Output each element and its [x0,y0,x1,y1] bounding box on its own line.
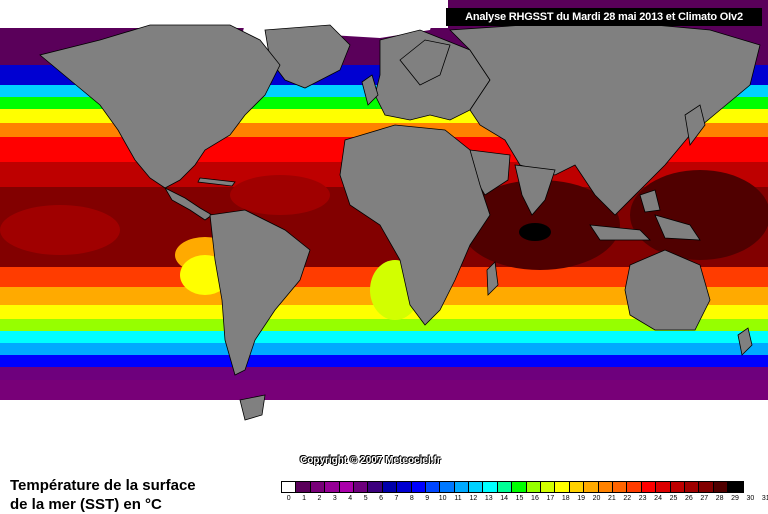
scale-label: 25 [669,495,678,502]
scale-label: 22 [623,495,632,502]
scale-label: 18 [561,495,570,502]
scale-swatch [526,482,542,492]
scale-swatch [353,482,369,492]
scale-swatch [483,482,498,492]
scale-swatch [339,482,354,492]
scale-swatch [382,482,398,492]
scale-label: 29 [731,495,739,502]
scale-swatch [454,482,470,492]
scale-swatch [584,482,599,492]
scale-swatch [598,482,613,492]
legend-title: Température de la surface de la mer (SST… [10,476,196,514]
scale-label: 16 [531,495,539,502]
map-title: Analyse RHGSST du Mardi 28 mai 2013 et C… [446,8,762,26]
color-scale-labels: 0 1 2 3 4 5 6 7 8 9 10 11 12 13 14 15 16 17 18 19 20 21 22 23 24… [281,495,768,502]
scale-swatch [469,482,484,492]
scale-label: 31 [761,495,768,502]
scale-swatch [670,482,685,492]
scale-label: 0 [286,495,291,502]
scale-label: 19 [577,495,586,502]
scale-label: 30 [746,495,755,502]
scale-label: 10 [438,495,447,502]
scale-swatch [713,482,729,492]
scale-swatch [627,482,642,492]
scale-swatch [282,482,297,492]
legend-title-line1: Température de la surface [10,477,196,494]
scale-label: 13 [484,495,493,502]
scale-swatch [641,482,657,492]
scale-label: 3 [332,495,337,502]
scale-label: 14 [500,495,509,502]
scale-swatch [325,482,340,492]
scale-swatch [684,482,700,492]
scale-label: 8 [409,495,414,502]
scale-label: 6 [379,495,383,502]
scale-label: 11 [454,495,462,502]
scale-label: 5 [363,495,368,502]
scale-swatch [497,482,513,492]
scale-label: 28 [715,495,724,502]
scale-swatch [555,482,570,492]
scale-swatch [296,482,311,492]
scale-swatch [310,482,326,492]
copyright-text: Copyright © 2007 Meteociel.fr [300,455,441,466]
scale-label: 27 [700,495,709,502]
scale-label: 4 [348,495,353,502]
scale-swatch [612,482,628,492]
scale-label: 9 [425,495,430,502]
scale-swatch [411,482,426,492]
scale-label: 1 [302,495,307,502]
scale-swatch [397,482,412,492]
land-masses [39,19,761,421]
sst-map [0,0,768,470]
scale-label: 17 [546,495,555,502]
scale-swatch [425,482,441,492]
sea-ice [0,0,768,470]
scale-swatch [728,482,743,492]
scale-label: 7 [394,495,399,502]
scale-swatch [368,482,383,492]
scale-swatch [440,482,455,492]
scale-label: 20 [592,495,601,502]
scale-label: 2 [317,495,322,502]
scale-label: 23 [638,495,647,502]
scale-swatch [569,482,585,492]
color-scale [281,481,744,493]
scale-label: 12 [469,495,478,502]
scale-label: 24 [654,495,662,502]
scale-swatch [699,482,714,492]
legend-title-line2: de la mer (SST) en °C [10,496,162,513]
scale-swatch [656,482,671,492]
scale-swatch [541,482,556,492]
scale-label: 21 [608,495,616,502]
scale-label: 15 [515,495,524,502]
scale-swatch [512,482,527,492]
scale-label: 26 [684,495,693,502]
